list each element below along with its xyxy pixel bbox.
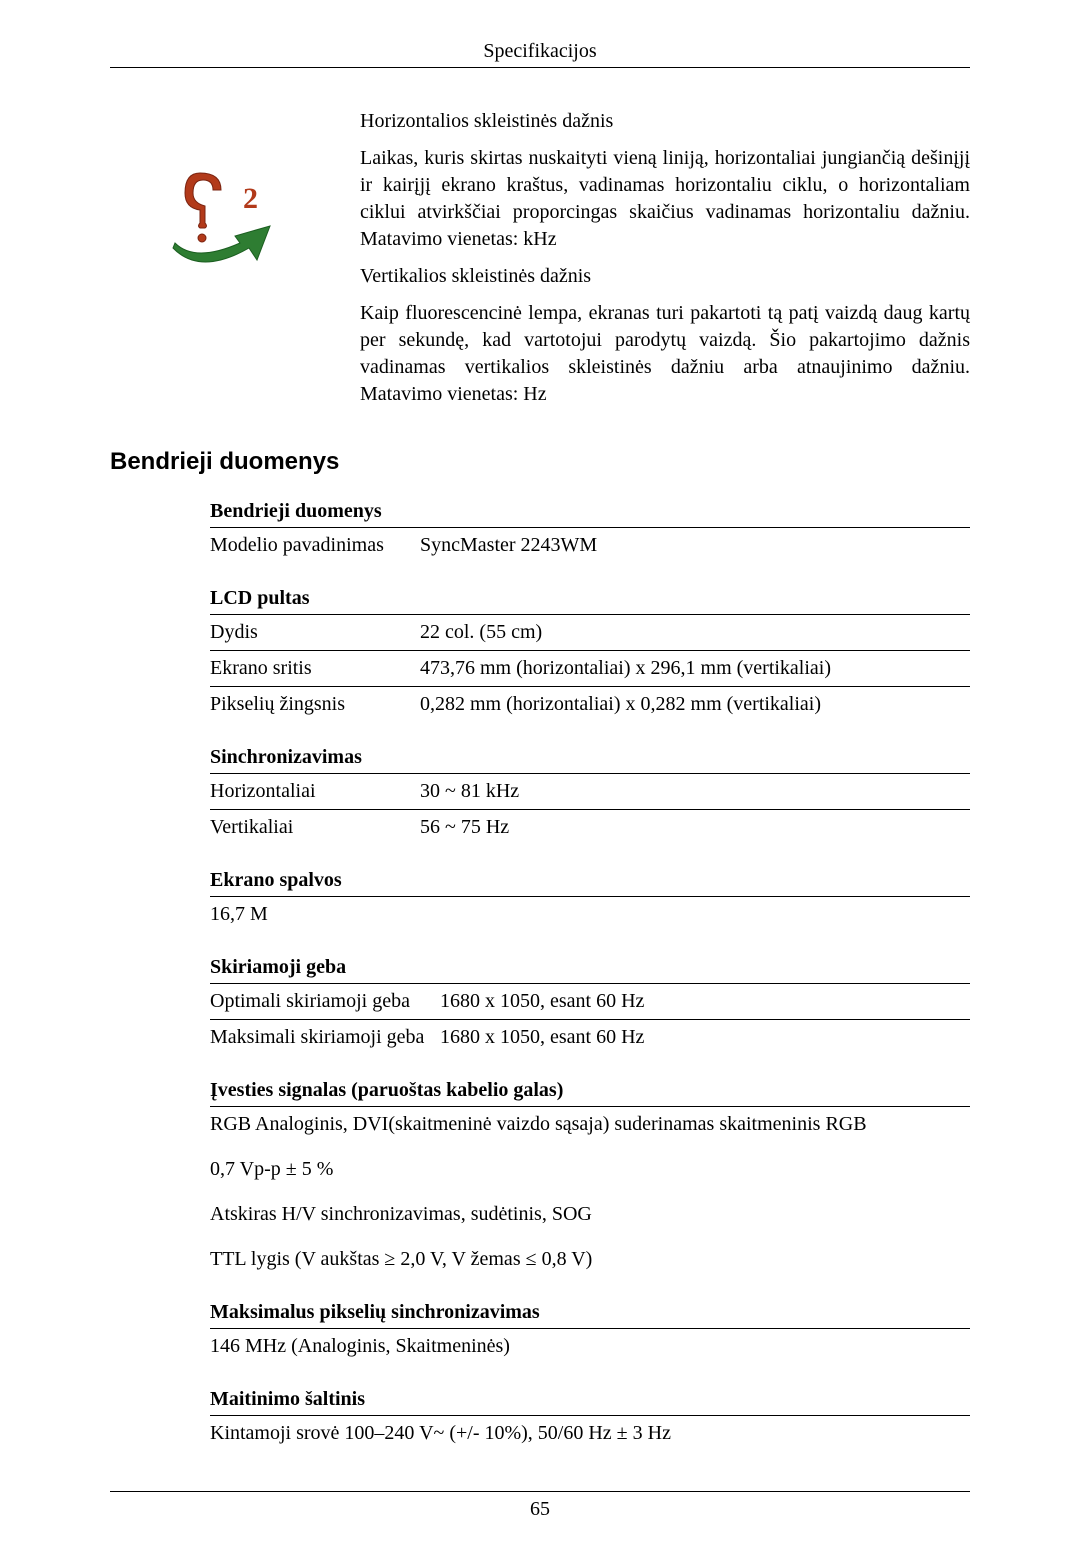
pixelclock-value: 146 MHz (Analoginis, Skaitmeninės) — [210, 1329, 970, 1364]
cell-value: 1680 x 1050, esant 60 Hz — [440, 1020, 970, 1056]
intro-heading-2: Vertikalios skleistinės dažnis — [360, 263, 970, 290]
table-row: Modelio pavadinimas SyncMaster 2243WM — [210, 528, 970, 563]
intro-heading-1: Horizontalios skleistinės dažnis — [360, 108, 970, 135]
group-general-title: Bendrieji duomenys — [210, 500, 970, 528]
group-sync-title: Sinchronizavimas — [210, 746, 970, 774]
intro-paragraph-1: Laikas, kuris skirtas nuskaityti vieną l… — [360, 145, 970, 253]
intro-text: Horizontalios skleistinės dažnis Laikas,… — [360, 108, 970, 418]
input-line-1: RGB Analoginis, DVI(skaitmeninė vaizdo s… — [210, 1107, 970, 1142]
group-resolution-title: Skiriamoji geba — [210, 956, 970, 984]
table-resolution: Optimali skiriamoji geba 1680 x 1050, es… — [210, 984, 970, 1055]
intro-block: 2 Horizontalios skleistinės dažnis Laika… — [110, 108, 970, 418]
cell-label: Modelio pavadinimas — [210, 528, 420, 563]
input-line-3: Atskiras H/V sinchronizavimas, sudėtinis… — [210, 1197, 970, 1232]
table-row: Ekrano sritis 473,76 mm (horizontaliai) … — [210, 651, 970, 687]
cell-label: Vertikaliai — [210, 810, 420, 846]
table-row: Dydis 22 col. (55 cm) — [210, 615, 970, 651]
question-arrow-icon: 2 — [145, 148, 295, 278]
cell-value: SyncMaster 2243WM — [420, 528, 970, 563]
cell-value: 473,76 mm (horizontaliai) x 296,1 mm (ve… — [420, 651, 970, 687]
table-lcd: Dydis 22 col. (55 cm) Ekrano sritis 473,… — [210, 615, 970, 722]
power-value: Kintamoji srovė 100–240 V~ (+/- 10%), 50… — [210, 1416, 970, 1451]
table-row: Vertikaliai 56 ~ 75 Hz — [210, 810, 970, 846]
cell-label: Optimali skiriamoji geba — [210, 984, 440, 1020]
cell-label: Pikselių žingsnis — [210, 687, 420, 723]
cell-label: Horizontaliai — [210, 774, 420, 810]
intro-paragraph-2: Kaip fluorescencinė lempa, ekranas turi … — [360, 300, 970, 408]
group-lcd-title: LCD pultas — [210, 587, 970, 615]
page-number: 65 — [110, 1491, 970, 1521]
input-line-4: TTL lygis (V aukštas ≥ 2,0 V, V žemas ≤ … — [210, 1242, 970, 1277]
group-power-title: Maitinimo šaltinis — [210, 1388, 970, 1416]
table-row: Optimali skiriamoji geba 1680 x 1050, es… — [210, 984, 970, 1020]
table-row: Pikselių žingsnis 0,282 mm (horizontalia… — [210, 687, 970, 723]
page-header: Specifikacijos — [110, 40, 970, 68]
spec-block: Bendrieji duomenys Modelio pavadinimas S… — [210, 500, 970, 1451]
cell-value: 0,282 mm (horizontaliai) x 0,282 mm (ver… — [420, 687, 970, 723]
table-row: Maksimali skiriamoji geba 1680 x 1050, e… — [210, 1020, 970, 1056]
table-general: Modelio pavadinimas SyncMaster 2243WM — [210, 528, 970, 563]
info-icon-cell: 2 — [110, 108, 330, 278]
input-line-2: 0,7 Vp-p ± 5 % — [210, 1152, 970, 1187]
cell-value: 56 ~ 75 Hz — [420, 810, 970, 846]
cell-value: 30 ~ 81 kHz — [420, 774, 970, 810]
cell-label: Dydis — [210, 615, 420, 651]
cell-value: 22 col. (55 cm) — [420, 615, 970, 651]
section-title: Bendrieji duomenys — [110, 448, 970, 476]
cell-value: 1680 x 1050, esant 60 Hz — [440, 984, 970, 1020]
group-color-title: Ekrano spalvos — [210, 869, 970, 897]
table-row: Horizontaliai 30 ~ 81 kHz — [210, 774, 970, 810]
group-input-title: Įvesties signalas (paruoštas kabelio gal… — [210, 1079, 970, 1107]
cell-label: Maksimali skiriamoji geba — [210, 1020, 440, 1056]
cell-label: Ekrano sritis — [210, 651, 420, 687]
table-sync: Horizontaliai 30 ~ 81 kHz Vertikaliai 56… — [210, 774, 970, 845]
group-pixelclock-title: Maksimalus pikselių sinchronizavimas — [210, 1301, 970, 1329]
svg-text:2: 2 — [243, 182, 258, 215]
color-value: 16,7 M — [210, 897, 970, 932]
